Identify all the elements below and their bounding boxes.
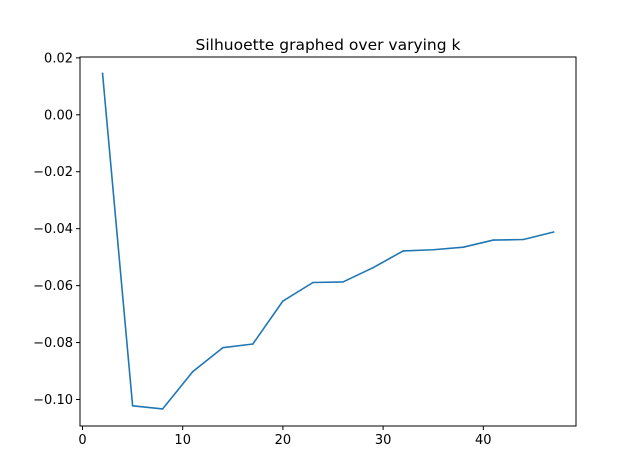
data-point (432, 248, 435, 251)
y-tick-label: −0.10 (33, 393, 73, 408)
data-point (161, 408, 164, 410)
data-point (131, 404, 134, 407)
x-tick-label: 10 (174, 433, 191, 448)
x-tick-label: 20 (275, 433, 292, 448)
x-axis: 0 10 20 30 40 (78, 426, 492, 448)
y-tick-label: −0.04 (33, 222, 73, 237)
y-tick-label: −0.02 (33, 165, 73, 180)
x-tick-label: 40 (475, 433, 492, 448)
y-tick-label: 0.00 (44, 108, 73, 123)
x-tick-label: 0 (78, 433, 86, 448)
plot-area (80, 57, 576, 426)
data-point (402, 250, 404, 252)
data-point (492, 239, 495, 241)
series-line-0 (101, 72, 555, 410)
plot-frame (79, 56, 577, 427)
y-tick-label: 0.02 (44, 51, 73, 66)
data-point (342, 281, 344, 283)
data-point (191, 370, 194, 373)
x-tick-label: 30 (375, 433, 392, 448)
data-point (282, 300, 284, 302)
y-axis: 0.02 0.00 −0.02 −0.04 −0.06 −0.08 −0.10 (33, 51, 80, 408)
data-point (101, 72, 104, 75)
y-tick-label: −0.06 (33, 279, 73, 294)
data-point (462, 246, 465, 248)
series-layer (101, 72, 555, 410)
data-point (522, 238, 525, 241)
data-point (221, 346, 224, 349)
data-point (372, 266, 374, 269)
data-point (552, 231, 555, 233)
y-tick-label: −0.08 (33, 336, 73, 351)
data-point (312, 281, 314, 284)
chart-title: Silhuoette graphed over varying k (196, 36, 461, 54)
data-point (252, 343, 254, 345)
